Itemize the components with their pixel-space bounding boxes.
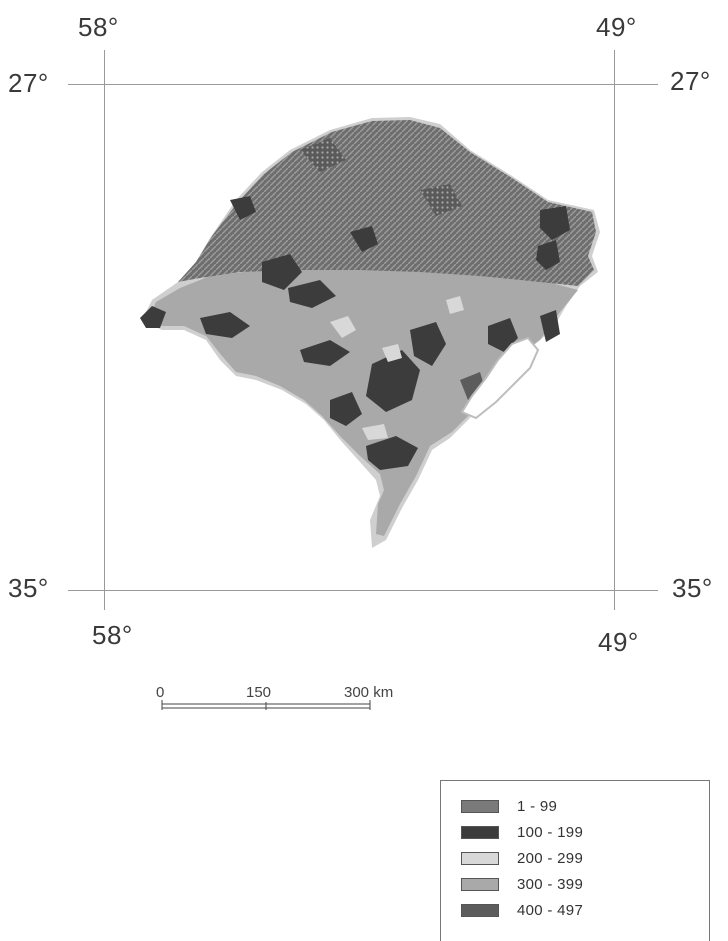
legend-label-2: 100 - 199 xyxy=(517,823,584,841)
patch-dark-3 xyxy=(200,312,250,338)
lat-label-left-bottom: 35° xyxy=(8,573,49,603)
patch-light-1 xyxy=(330,316,356,338)
graticule-bottom xyxy=(68,590,658,591)
lagoon xyxy=(460,336,540,420)
patch-dark-8 xyxy=(330,392,362,426)
region-north-plateau xyxy=(178,120,596,286)
patch-dark-10 xyxy=(540,206,570,240)
legend-swatch-2 xyxy=(461,825,499,839)
legend-label-5: 400 - 497 xyxy=(517,901,584,919)
patch-dark-7 xyxy=(410,322,446,366)
region-south xyxy=(148,268,578,536)
graticule-top xyxy=(68,84,658,85)
legend-item-5: 400 - 497 xyxy=(461,899,583,921)
patch-dark-11 xyxy=(536,240,560,270)
lat-label-left-top: 27° xyxy=(8,68,49,98)
scale-tick-300: 300 km xyxy=(344,684,394,701)
legend-label-4: 300 - 399 xyxy=(517,875,584,893)
patch-mid-2 xyxy=(420,184,462,216)
graticule-right xyxy=(614,50,615,610)
patch-light-2 xyxy=(382,344,402,362)
patch-dark-4 xyxy=(140,306,166,328)
lat-label-right-bottom: 35° xyxy=(672,573,713,603)
legend-swatch-1 xyxy=(461,799,499,813)
legend-swatch-3 xyxy=(461,851,499,865)
patch-dark-1 xyxy=(262,254,302,290)
patch-dark-2 xyxy=(288,280,336,308)
legend-label-1: 1 - 99 xyxy=(517,797,558,815)
legend-label-3: 200 - 299 xyxy=(517,849,584,867)
legend-item-2: 100 - 199 xyxy=(461,821,583,843)
scale-bar: 0 150 300 km xyxy=(156,684,400,716)
patch-dark-5 xyxy=(300,340,350,366)
patch-dark-6 xyxy=(366,350,420,412)
legend-item-4: 300 - 399 xyxy=(461,873,583,895)
patch-dark-9 xyxy=(366,436,418,470)
patch-dark-15 xyxy=(350,226,378,252)
legend-swatch-4 xyxy=(461,877,499,891)
patch-light-4 xyxy=(446,296,464,314)
lon-label-top-right: 49° xyxy=(596,12,637,42)
patch-dark-14 xyxy=(230,196,256,220)
lon-label-top-left: 58° xyxy=(78,12,119,42)
legend-swatch-5 xyxy=(461,903,499,917)
legend-item-1: 1 - 99 xyxy=(461,795,557,817)
scale-bar-graphic xyxy=(161,700,371,710)
scale-tick-0: 0 xyxy=(156,684,165,701)
patch-dark-13 xyxy=(540,310,560,342)
lon-label-bottom-right: 49° xyxy=(598,627,639,657)
patch-mid-1 xyxy=(300,138,346,172)
scale-tick-150: 150 xyxy=(246,684,272,701)
legend-item-3: 200 - 299 xyxy=(461,847,583,869)
patch-dark-12 xyxy=(488,318,518,352)
lat-label-right-top: 27° xyxy=(670,66,711,96)
graticule-left xyxy=(104,50,105,610)
lon-label-bottom-left: 58° xyxy=(92,620,133,650)
patch-light-3 xyxy=(362,424,388,440)
legend: 1 - 99 100 - 199 200 - 299 300 - 399 400… xyxy=(440,780,710,941)
